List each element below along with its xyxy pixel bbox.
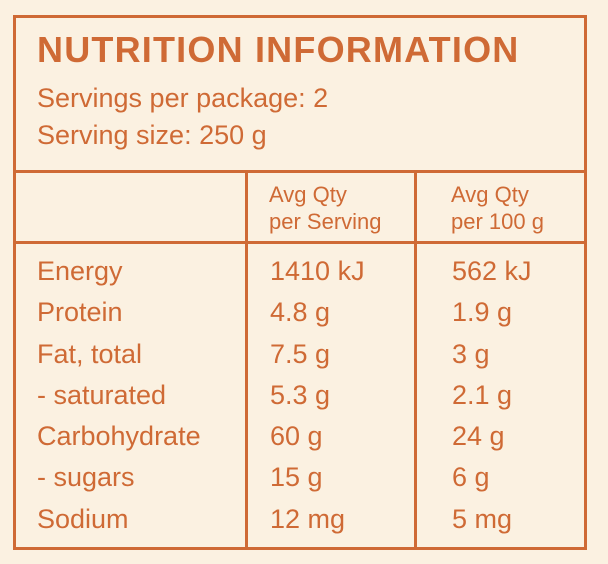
panel-header: NUTRITION INFORMATION Servings per packa…: [16, 18, 584, 173]
nutrient-rows: Energy 1410 kJ 562 kJ Protein 4.8 g 1.9 …: [16, 255, 584, 544]
column-header-line: Avg Qty: [269, 182, 347, 207]
per-serving-value: 12 mg: [270, 503, 346, 534]
per-serving-value: 4.8 g: [270, 297, 331, 328]
table-row: Carbohydrate 60 g 24 g: [16, 420, 584, 461]
table-row: Fat, total 7.5 g 3 g: [16, 338, 584, 379]
table-row: Energy 1410 kJ 562 kJ: [16, 255, 584, 296]
per-100g-value: 1.9 g: [452, 297, 513, 328]
column-header-per-serving: Avg Qty per Serving: [269, 181, 382, 235]
header-row-divider: [16, 241, 584, 244]
nutrient-name: - sugars: [37, 462, 135, 493]
nutrient-name: Carbohydrate: [37, 421, 201, 452]
table-row: Sodium 12 mg 5 mg: [16, 503, 584, 544]
panel-title: NUTRITION INFORMATION: [37, 29, 520, 70]
per-100g-value: 24 g: [452, 421, 505, 452]
column-header-per-100g: Avg Qty per 100 g: [451, 181, 544, 235]
table-row: Protein 4.8 g 1.9 g: [16, 296, 584, 337]
nutrient-name: Fat, total: [37, 338, 143, 369]
per-serving-value: 1410 kJ: [270, 256, 365, 286]
column-header-line: per 100 g: [451, 209, 544, 234]
column-divider-serving: [245, 173, 248, 547]
column-divider-per-100g: [414, 173, 417, 547]
per-serving-value: 7.5 g: [270, 338, 331, 369]
nutrient-name: Protein: [37, 297, 123, 328]
per-100g-value: 5 mg: [452, 503, 513, 534]
per-serving-value: 5.3 g: [270, 379, 331, 410]
per-100g-value: 6 g: [452, 462, 490, 493]
per-serving-value: 60 g: [270, 421, 323, 452]
servings-per-package: Servings per package: 2: [37, 83, 329, 113]
per-serving-value: 15 g: [270, 462, 323, 493]
table-row: - saturated 5.3 g 2.1 g: [16, 379, 584, 420]
serving-size: Serving size: 250 g: [37, 120, 267, 150]
nutrient-name: Sodium: [37, 503, 129, 534]
table-row: - sugars 15 g 6 g: [16, 461, 584, 502]
column-header-line: Avg Qty: [451, 182, 529, 207]
nutrient-name: Energy: [37, 256, 123, 286]
column-header-line: per Serving: [269, 209, 382, 234]
per-100g-value: 562 kJ: [452, 256, 532, 286]
per-100g-value: 3 g: [452, 338, 490, 369]
nutrient-name: - saturated: [37, 379, 167, 410]
per-100g-value: 2.1 g: [452, 379, 513, 410]
nutrition-panel: NUTRITION INFORMATION Servings per packa…: [13, 15, 587, 550]
